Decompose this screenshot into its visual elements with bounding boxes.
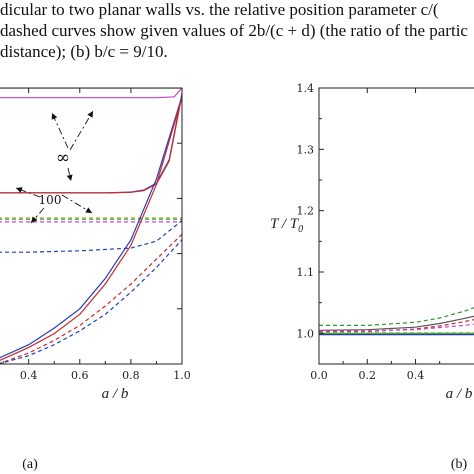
plot-frame [0,87,183,365]
caption-line-3: distance); (b) b/c = 9/10. [0,42,168,61]
y-tick-label: 1.2 [297,205,315,218]
plot-frame [318,87,474,365]
y-tick-label: 1.4 [297,82,315,95]
x-tick-label: 0.0 [310,369,328,382]
arrow-inf-lower-head [66,174,73,181]
arrow-inf-upper-right [69,110,94,151]
x-axis-label: a / b [102,386,129,402]
series-line-10 [0,97,182,361]
panel-a: 0.4 0.6 0.8 1.0 a / b (a) ∞ 100 [0,87,191,472]
series-group [0,88,182,364]
y-tick-label: 1.1 [297,266,315,279]
arrow-inf-upper-left [51,112,69,149]
x-tick-label: 1.0 [173,369,191,382]
caption-line-1: dicular to two planar walls vs. the rela… [0,0,439,19]
series-line-8 [0,220,182,253]
series-group [319,307,474,336]
panel-label: (a) [22,457,38,472]
series-line-1 [319,307,474,326]
arrow-100-lower-head [31,216,38,223]
panel-label: (b) [451,457,468,472]
annotation-100: 100 [39,193,62,207]
series-line-9 [0,96,182,359]
x-tick-label: 0.8 [122,369,140,382]
series-line-2 [319,315,474,331]
x-axis-label: a / b [446,386,473,402]
caption-line-2: dashed curves show given values of 2b/(c… [0,21,468,40]
x-tick-label: 0.4 [20,369,38,382]
annotation-infinity: ∞ [56,148,70,168]
arrow-inf-upper-right-head [87,111,93,118]
y-axis-label: T / T0 [270,216,303,235]
arrow-100-left-head [16,187,23,193]
series-line-3 [319,319,474,333]
arrow-inf-upper-left-head [51,113,58,120]
series-line-2 [0,88,182,99]
arrow-100-right [61,194,93,214]
panel-b: 0.0 0.2 0.4 1.0 1.1 1.2 1.3 1.4 a / b (b) T / T0 [270,82,474,472]
series-line-3 [0,93,182,194]
x-tick-label: 0.6 [71,369,89,382]
series-line-12 [0,239,182,364]
y-tick-label: 1.0 [297,327,315,340]
x-tick-label: 0.4 [407,369,425,382]
arrow-100-right-head [85,207,92,213]
series-line-4 [0,94,182,194]
x-tick-label: 0.2 [359,369,377,382]
series-line-11 [0,233,182,364]
y-tick-label: 1.3 [297,143,315,156]
